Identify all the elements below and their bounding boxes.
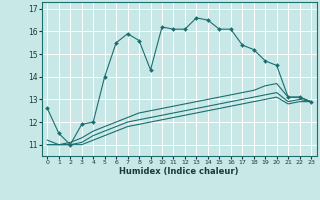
X-axis label: Humidex (Indice chaleur): Humidex (Indice chaleur) [119, 167, 239, 176]
